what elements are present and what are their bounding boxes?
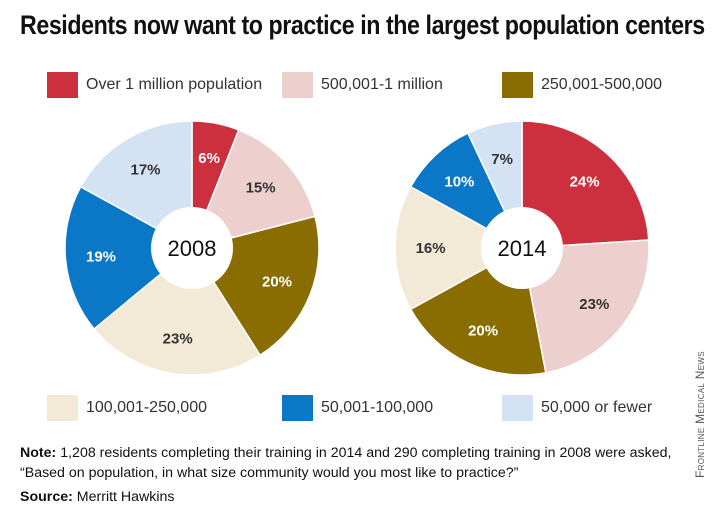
legend-label: 500,001-1 million [321, 76, 443, 93]
legend-item-500k-1m: 500,001-1 million [282, 72, 443, 98]
legend-label: 50,001-100,000 [321, 399, 434, 416]
legend-swatch [502, 72, 533, 98]
slice-label: 6% [198, 150, 220, 167]
note-label: Note: [20, 445, 57, 461]
pie-slice [79, 120, 193, 250]
source-label: Source: [20, 489, 73, 505]
source: Source: Merritt Hawkins [20, 487, 700, 507]
slice-label: 24% [570, 173, 600, 190]
pie-slice [521, 120, 650, 249]
note-text: 1,208 residents completing their trainin… [20, 445, 672, 481]
legend-label: Over 1 million population [86, 76, 263, 93]
legend-swatch [47, 395, 78, 421]
legend-swatch [47, 72, 78, 98]
legend-item-50k-100k: 50,001-100,000 [282, 395, 433, 421]
legend-item-100k-250k: 100,001-250,000 [47, 395, 207, 421]
center-year-label: 2014 [498, 236, 547, 261]
legend-label: 50,000 or fewer [541, 399, 653, 416]
slice-label: 10% [444, 173, 474, 190]
legend-item-250k-500k: 250,001-500,000 [502, 72, 662, 98]
slice-label: 15% [246, 180, 276, 197]
credit-text: Frontline Medical News [693, 351, 707, 478]
center-year-label: 2008 [168, 236, 217, 261]
pie-slice [394, 185, 524, 311]
note: Note: 1,208 residents completing their t… [20, 443, 700, 483]
donut-hole [151, 207, 233, 289]
chart-title: Residents now want to practice in the la… [20, 10, 705, 40]
slice-label: 17% [130, 161, 160, 178]
slice-label: 7% [491, 151, 513, 168]
slice-label: 20% [468, 323, 498, 340]
slice-label: 23% [163, 330, 193, 347]
legend-swatch [282, 72, 313, 98]
source-text: Merritt Hawkins [76, 489, 175, 505]
legend-swatch [502, 395, 533, 421]
pie-2014: 24% 23% 20% 16% 10% 7% 2014 [394, 120, 650, 376]
pie-slice [64, 185, 194, 331]
legend-item-over-1-million: Over 1 million population [47, 72, 262, 98]
pie-slice [190, 128, 316, 250]
slice-label: 23% [579, 296, 609, 313]
pie-slice [93, 246, 262, 376]
donut-hole [481, 207, 563, 289]
slice-label: 20% [262, 274, 292, 291]
legend-item-50k-or-fewer: 50,000 or fewer [502, 395, 652, 421]
legend-swatch [282, 395, 313, 421]
legend-label: 100,001-250,000 [86, 399, 207, 416]
pie-2008: 6% 15% 20% 23% 19% 17% 2008 [64, 120, 320, 376]
slice-label: 16% [416, 240, 446, 257]
legend-label: 250,001-500,000 [541, 76, 662, 93]
slice-label: 19% [86, 249, 116, 266]
